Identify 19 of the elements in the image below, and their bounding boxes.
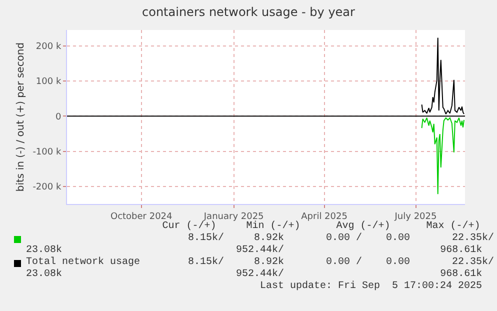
x-tick-label: July 2025 xyxy=(394,212,437,222)
x-tick-label: January 2025 xyxy=(202,212,264,222)
y-tick-label: -200 k xyxy=(32,182,62,193)
y-tick-label: 200 k xyxy=(36,42,62,52)
text: 8.15k/ 8.92k 0.00 / 0.00 22.35k/ xyxy=(188,233,494,244)
line-series xyxy=(421,117,464,195)
text: Last update: Fri Sep 5 17:00:24 2025 xyxy=(260,281,482,293)
legend-label: Total network usage xyxy=(26,257,140,268)
y-tick-label: 0 xyxy=(55,112,62,122)
text: Cur (-/+) Min (-/+) Avg (-/+) Max (-/+) xyxy=(162,221,480,232)
text: 23.08k 952.44k/ 968.61k xyxy=(26,269,482,280)
x-tick-label: October 2024 xyxy=(110,212,173,222)
chart-title: containers network usage - by year xyxy=(142,5,356,20)
y-tick-label: 100 k xyxy=(36,77,62,88)
y-tick-label: -100 k xyxy=(32,147,62,158)
text: 8.15k/ 8.92k 0.00 / 0.00 22.35k/ xyxy=(188,257,494,268)
y-axis-title: bits in (-) / out (+) per second xyxy=(16,42,27,192)
x-tick-label: April 2025 xyxy=(301,212,348,222)
text: 23.08k 952.44k/ 968.61k xyxy=(26,245,482,256)
